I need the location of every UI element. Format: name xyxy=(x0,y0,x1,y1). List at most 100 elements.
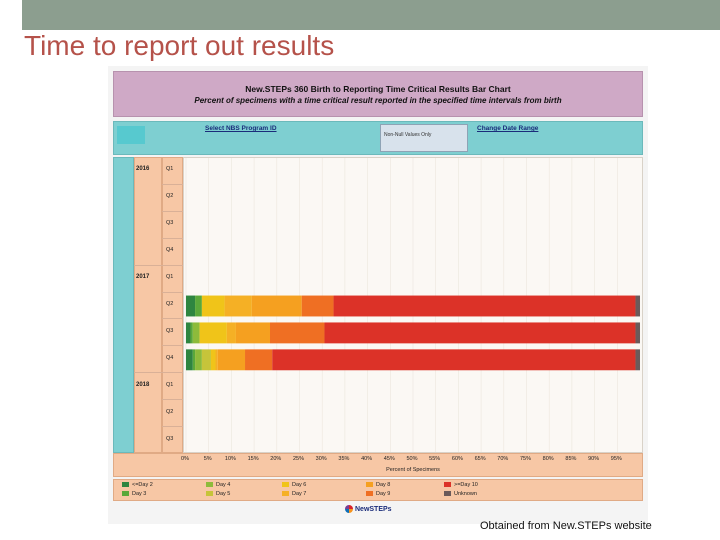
x-tick-label: 95% xyxy=(610,456,622,462)
bar-segment[interactable] xyxy=(201,349,211,371)
year-separator xyxy=(134,372,162,374)
legend-label: Day 7 xyxy=(292,491,307,497)
legend-label: Day 4 xyxy=(216,482,231,488)
bar-segment[interactable] xyxy=(192,349,196,371)
bar-segment[interactable] xyxy=(199,322,227,344)
year-separator xyxy=(134,264,162,266)
bar-chart-svg xyxy=(185,158,640,452)
legend-label: Day 8 xyxy=(376,482,391,488)
legend-item: Day 4 xyxy=(206,482,230,488)
quarter-label: Q1 xyxy=(166,274,174,281)
bar-segment[interactable] xyxy=(186,295,196,317)
quarter-separator xyxy=(162,399,183,401)
bar-segment[interactable] xyxy=(195,295,202,317)
legend-swatch xyxy=(206,482,213,488)
legend-item: <=Day 2 xyxy=(122,482,153,488)
x-tick-label: 75% xyxy=(519,456,532,462)
change-date-range-link[interactable]: Change Date Range xyxy=(477,125,539,132)
legend: <=Day 2 Day 4 Day 6 Day 8 >=Day 10 Day 3 Day 5… xyxy=(113,479,643,501)
legend-label: Unknown xyxy=(454,491,477,497)
x-tick-label: 50% xyxy=(406,456,418,462)
bar-segment[interactable] xyxy=(635,349,640,371)
legend-item: Day 9 xyxy=(366,491,390,497)
bar-segment[interactable] xyxy=(186,322,191,344)
quarter-separator xyxy=(162,345,183,347)
bar-segment[interactable] xyxy=(201,295,225,317)
x-tick-label: 0% xyxy=(181,456,189,462)
x-tick-label: 15% xyxy=(247,456,259,462)
x-tick-label: 90% xyxy=(588,456,600,462)
slide-top-bar-gap xyxy=(0,0,22,30)
quarter-label: Q2 xyxy=(166,301,174,307)
legend-item: >=Day 10 xyxy=(444,482,478,488)
newsteps-logo: NewSTEPs xyxy=(345,505,392,513)
bar-segment[interactable] xyxy=(226,322,236,344)
bar-segment[interactable] xyxy=(269,322,325,344)
quarter-label: Q4 xyxy=(166,354,174,361)
bar-segment[interactable] xyxy=(272,349,636,371)
bar-segment[interactable] xyxy=(635,322,640,344)
bar-segment[interactable] xyxy=(251,295,302,317)
bar-segment[interactable] xyxy=(192,322,200,344)
legend-label: Day 6 xyxy=(292,482,307,488)
bar-segment[interactable] xyxy=(245,349,273,371)
legend-label: >=Day 10 xyxy=(454,482,478,488)
year-label: 2016 xyxy=(136,166,150,173)
x-tick-label: 25% xyxy=(292,456,305,462)
chart-title: New.STEPs 360 Birth to Reporting Time Cr… xyxy=(245,84,511,94)
quarter-separator xyxy=(162,426,183,428)
x-tick-label: 30% xyxy=(315,456,327,462)
quarter-separator xyxy=(162,291,183,293)
plot-area xyxy=(183,157,643,453)
bar-segment[interactable] xyxy=(301,295,334,317)
filter-color-swatch xyxy=(117,126,145,144)
non-null-values-filter[interactable]: Non-Null Values Only xyxy=(380,124,468,152)
legend-label: <=Day 2 xyxy=(132,482,153,488)
quarter-separator xyxy=(162,237,183,239)
quarter-label: Q3 xyxy=(166,435,174,442)
x-tick-label: 65% xyxy=(474,456,486,462)
legend-item: Day 7 xyxy=(282,491,306,497)
logo-text: NewSTEPs xyxy=(355,505,392,513)
x-tick-label: 45% xyxy=(383,456,395,462)
legend-label: Day 3 xyxy=(132,491,147,497)
bar-segment[interactable] xyxy=(324,322,636,344)
quarter-label: Q2 xyxy=(166,408,174,415)
quarter-label: Q1 xyxy=(166,166,174,173)
legend-swatch xyxy=(444,482,451,488)
x-tick-label: 40% xyxy=(361,456,373,462)
x-tick-label: 10% xyxy=(224,456,236,462)
chart-subtitle: Percent of specimens with a time critica… xyxy=(194,96,562,105)
legend-label: Day 5 xyxy=(216,491,231,497)
slide-title: Time to report out results xyxy=(24,30,335,61)
legend-swatch xyxy=(282,491,289,497)
quarter-separator xyxy=(162,210,183,212)
x-tick-label: 80% xyxy=(542,456,554,462)
bar-segment[interactable] xyxy=(190,322,193,344)
select-program-link[interactable]: Select NBS Program ID xyxy=(205,125,277,132)
legend-item: Day 3 xyxy=(122,491,146,497)
bar-segment[interactable] xyxy=(217,349,246,371)
x-tick-label: 5% xyxy=(203,456,212,462)
bar-segment[interactable] xyxy=(215,349,218,371)
source-footnote: Obtained from New.STEPs website xyxy=(480,520,652,532)
bar-segment[interactable] xyxy=(333,295,636,317)
x-tick-label: 20% xyxy=(270,456,282,462)
bar-segment[interactable] xyxy=(224,295,252,317)
legend-item: Unknown xyxy=(444,491,477,497)
x-axis-band xyxy=(113,453,643,477)
quarter-separator xyxy=(162,183,183,185)
legend-swatch xyxy=(206,491,213,497)
legend-swatch xyxy=(282,482,289,488)
bar-segment[interactable] xyxy=(210,349,216,371)
bar-segment[interactable] xyxy=(195,349,202,371)
x-tick-label: 70% xyxy=(497,456,509,462)
year-label: 2018 xyxy=(136,381,150,388)
bar-segment[interactable] xyxy=(235,322,270,344)
bar-segment[interactable] xyxy=(186,349,193,371)
legend-swatch xyxy=(366,491,373,497)
year-label: 2017 xyxy=(136,274,150,281)
bar-segment[interactable] xyxy=(635,295,640,317)
x-axis-label: Percent of Specimens xyxy=(386,467,440,473)
legend-swatch xyxy=(366,482,373,488)
